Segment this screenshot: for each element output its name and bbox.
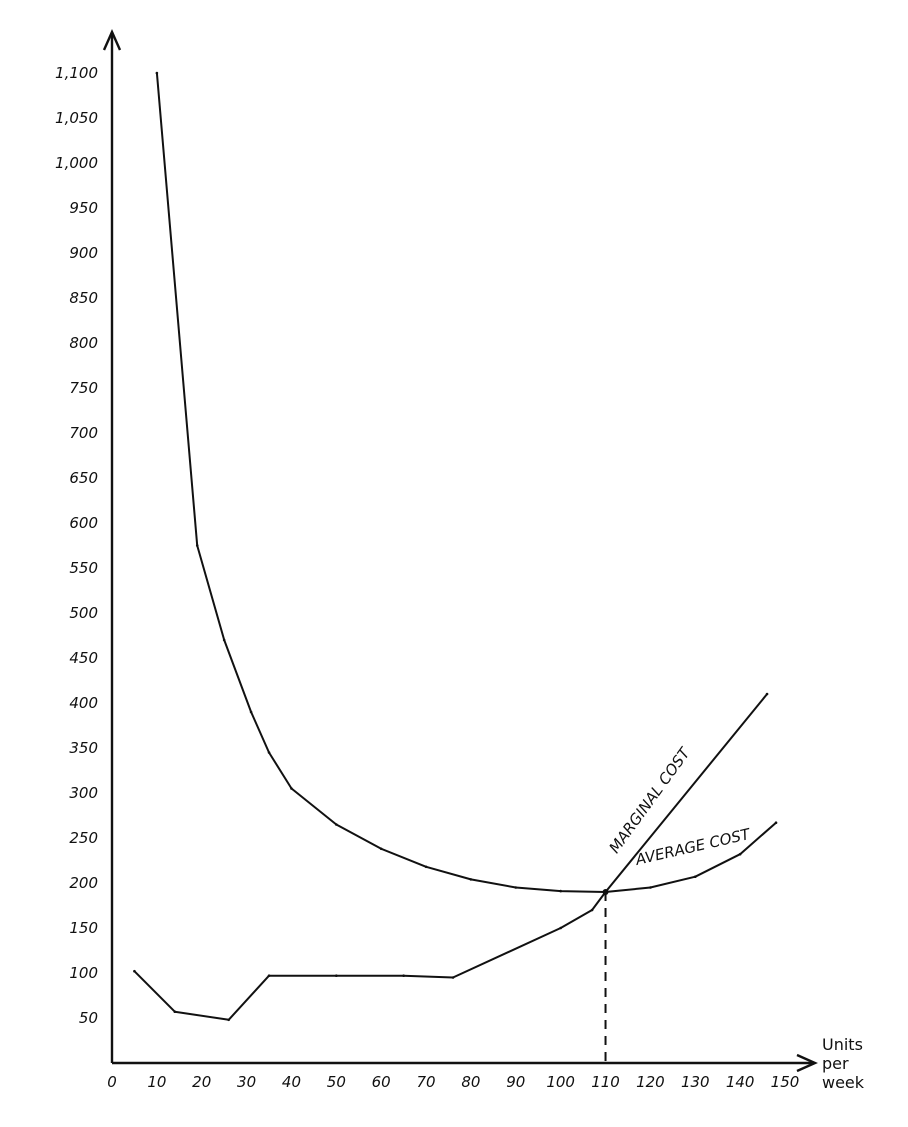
x-tick-label: 10 [147, 1073, 166, 1091]
y-tick-label: 700 [69, 424, 98, 442]
y-tick-label: 550 [69, 559, 98, 577]
x-tick-label: 100 [546, 1073, 575, 1091]
y-tick-label: 150 [69, 919, 98, 937]
marginal-cost-point [133, 969, 136, 973]
reference-lines [602, 889, 609, 1063]
x-tick-label: 0 [107, 1073, 117, 1091]
marginal-cost-point [335, 974, 338, 977]
axes [102, 29, 818, 1073]
y-axis-tick-labels: 50 100 150 200 250 300 350 400 450 500 550 600 650 70… [55, 64, 98, 1027]
average-cost-point [469, 878, 473, 881]
marginal-cost-point [604, 890, 607, 894]
marginal-cost-point [402, 974, 405, 977]
x-tick-label: 60 [372, 1073, 391, 1091]
y-tick-label: 750 [69, 379, 98, 397]
average-cost-point [693, 875, 697, 878]
x-axis-arrow [796, 1053, 818, 1073]
x-tick-label: 50 [327, 1073, 346, 1091]
average-cost-point [335, 823, 338, 826]
y-tick-label: 50 [79, 1009, 98, 1027]
y-tick-label: 1,100 [55, 64, 98, 82]
marginal-cost-point [590, 908, 594, 912]
y-tick-label: 200 [69, 874, 98, 892]
y-tick-label: 100 [69, 964, 98, 982]
marginal-cost-point [765, 692, 769, 696]
series-layer [133, 71, 778, 1022]
x-tick-label: 30 [237, 1073, 256, 1091]
y-tick-label: 600 [69, 514, 98, 532]
average-cost-point [738, 852, 742, 856]
x-tick-label: 90 [506, 1073, 525, 1091]
x-axis-title-line-3: week [822, 1073, 865, 1092]
x-tick-label: 20 [192, 1073, 211, 1091]
average-cost-point [514, 886, 518, 889]
y-tick-label: 250 [69, 829, 98, 847]
y-tick-label: 1,050 [55, 109, 98, 127]
x-tick-label: 130 [681, 1073, 710, 1091]
x-axis-tick-labels: 0 10 20 30 40 50 60 70 80 90 100 110 120 130 140 150 [107, 1073, 799, 1091]
average-cost-point [195, 544, 199, 547]
y-tick-label: 950 [69, 199, 98, 217]
average-cost-point [267, 751, 271, 754]
x-axis-title-line-2: per [822, 1054, 849, 1073]
average-cost-point [649, 886, 652, 889]
marginal-cost-point [267, 974, 271, 977]
average-cost-point [222, 638, 226, 642]
y-tick-label: 300 [69, 784, 98, 802]
average-cost-point [290, 787, 293, 790]
marginal-cost-point [451, 976, 455, 979]
average-cost-point [774, 821, 778, 824]
x-tick-label: 80 [461, 1073, 480, 1091]
average-cost-point [249, 710, 253, 714]
x-axis-title-line-1: Units [822, 1035, 863, 1054]
y-axis-arrow [102, 29, 122, 51]
x-axis-title: Units per week [822, 1035, 865, 1092]
annotations: MARGINAL COST AVERAGE COST [605, 743, 753, 869]
x-tick-label: 150 [771, 1073, 800, 1091]
x-tick-label: 110 [591, 1073, 620, 1091]
average-cost-point [424, 865, 428, 869]
y-tick-label: 500 [69, 604, 98, 622]
y-tick-label: 400 [69, 694, 98, 712]
average-cost-point [155, 71, 159, 75]
x-tick-label: 40 [282, 1073, 301, 1091]
x-tick-label: 70 [417, 1073, 436, 1091]
y-tick-label: 900 [69, 244, 98, 262]
marginal-cost-point [227, 1018, 230, 1022]
x-tick-label: 140 [726, 1073, 755, 1091]
y-tick-label: 450 [69, 649, 98, 667]
y-tick-label: 1,000 [55, 154, 98, 172]
y-tick-label: 650 [69, 469, 98, 487]
y-tick-label: 800 [69, 334, 98, 352]
marginal-cost-point [559, 926, 562, 930]
y-tick-label: 850 [69, 289, 98, 307]
average-cost-point [379, 847, 383, 851]
average-cost-point [559, 889, 562, 893]
marginal-cost-series [133, 692, 769, 1022]
y-tick-label: 350 [69, 739, 98, 757]
x-tick-label: 120 [636, 1073, 665, 1091]
average-cost-label: AVERAGE COST [633, 825, 754, 869]
marginal-cost-point [173, 1010, 177, 1013]
average-cost-series [155, 71, 778, 894]
